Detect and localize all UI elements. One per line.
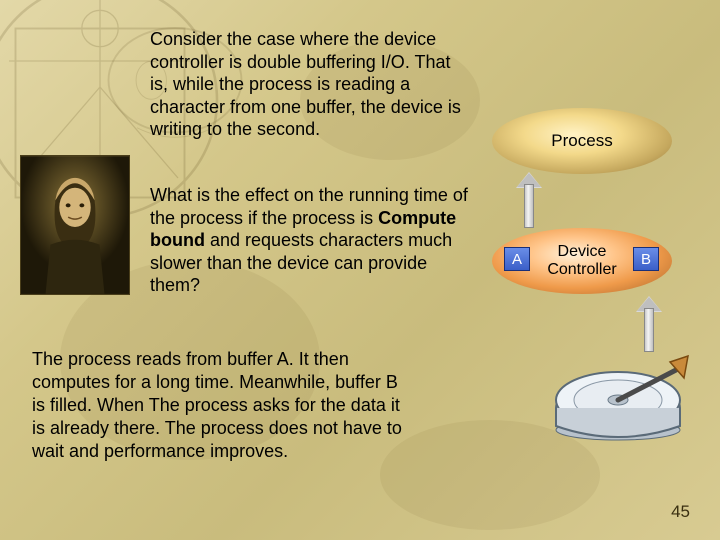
paragraph-answer: The process reads from buffer A. It then… [32,348,412,463]
buffer-b-box: B [633,247,659,271]
buffer-a-box: A [504,247,530,271]
mona-lisa-image [20,155,130,295]
device-controller-label-line1: Device [558,243,607,260]
paragraph-question: What is the effect on the running time o… [150,184,480,297]
device-controller-label: Device Controller [547,243,616,278]
process-oval: Process [492,108,672,174]
paragraph-intro: Consider the case where the device contr… [150,28,470,141]
hard-drive-icon [548,330,698,460]
arrow-controller-to-process-icon [516,172,542,228]
page-number: 45 [671,502,690,522]
device-controller-label-line2: Controller [547,261,616,278]
process-label: Process [551,131,612,151]
